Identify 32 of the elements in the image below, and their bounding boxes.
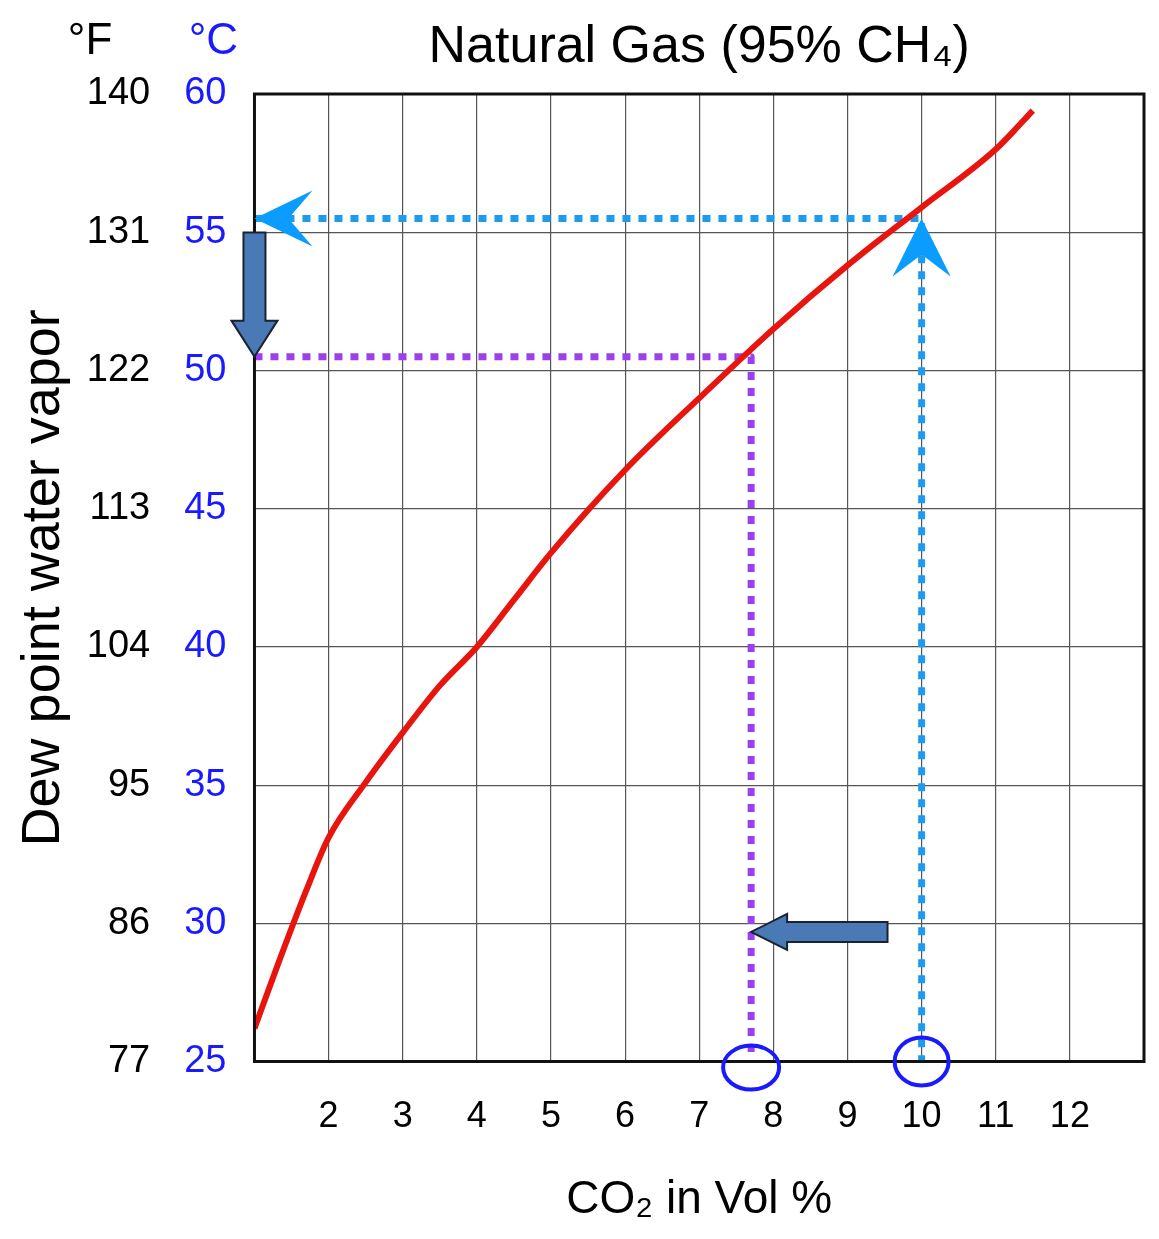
x-tick-label: 9 <box>837 1094 858 1136</box>
y-tick-label: 35 <box>184 761 227 804</box>
x-tick-label: 3 <box>392 1094 413 1136</box>
y2-tick-label: 77 <box>107 1038 151 1081</box>
y2-tick-label: 131 <box>86 208 151 251</box>
text: °C <box>188 14 239 64</box>
y2-axis-title: Dew point water vapor <box>10 309 71 847</box>
y2-tick-label: 86 <box>107 899 151 942</box>
y2-tick-label: 122 <box>86 346 151 389</box>
y-tick-label: 40 <box>184 623 227 666</box>
x-tick-label: 12 <box>1049 1094 1090 1136</box>
x-tick-label: 5 <box>540 1094 561 1136</box>
x-tick-label: 11 <box>977 1094 1015 1136</box>
x-tick-label: 8 <box>763 1094 784 1136</box>
x-tick-label: 6 <box>615 1094 636 1136</box>
y-tick-label: 55 <box>184 208 227 251</box>
x-tick-label: 2 <box>318 1094 339 1136</box>
y-tick-label: 25 <box>184 1038 227 1081</box>
y-tick-label: 45 <box>184 485 227 528</box>
y-tick-label: 60 <box>184 70 227 113</box>
chart-title: Natural Gas (95% CH₄) <box>428 15 970 74</box>
y2-tick-label: 95 <box>107 761 151 804</box>
x-tick-label: 7 <box>689 1094 710 1136</box>
text: °F <box>67 14 113 64</box>
x-tick-label: 10 <box>901 1094 942 1136</box>
y-tick-label: 30 <box>184 899 227 942</box>
y-tick-label: 50 <box>184 346 227 389</box>
y2-tick-label: 104 <box>86 623 151 666</box>
y2-tick-label: 140 <box>86 70 151 113</box>
y2-tick-label: 113 <box>89 485 151 528</box>
x-axis-title: CO₂ in Vol % <box>566 1171 833 1224</box>
x-tick-label: 4 <box>466 1094 487 1136</box>
